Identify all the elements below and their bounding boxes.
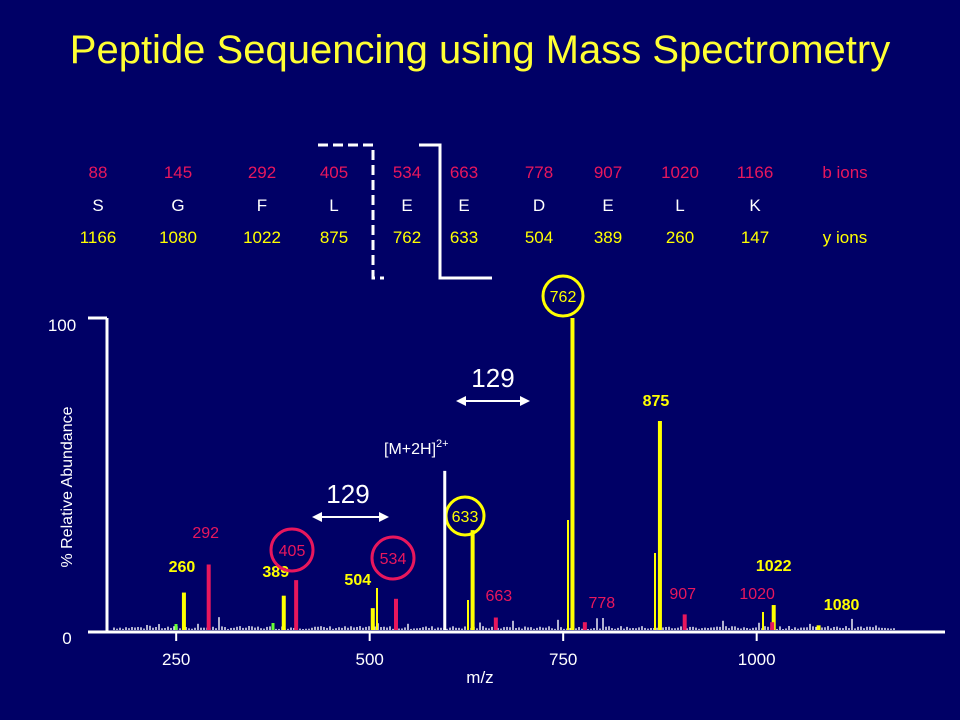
peak-label: 762 xyxy=(550,289,577,306)
mass-diff-arrow-2 xyxy=(456,396,530,406)
b-ion-value: 907 xyxy=(594,163,622,182)
y-ions-label: y ions xyxy=(823,228,867,247)
residue-letter: K xyxy=(749,196,761,215)
residue-letter: E xyxy=(458,196,469,215)
y-ion-value: 875 xyxy=(320,228,348,247)
residue-letter: D xyxy=(533,196,545,215)
peak-label: 405 xyxy=(279,543,306,560)
cleavage-bracket-dashed xyxy=(318,143,384,280)
residue-letter: L xyxy=(329,196,338,215)
peak-label: 778 xyxy=(589,595,616,612)
peak-label: 1020 xyxy=(739,586,775,603)
residue-letter: S xyxy=(92,196,103,215)
y-ion-value: 147 xyxy=(741,228,769,247)
y-tick-label-100: 100 xyxy=(48,316,76,335)
y-ion-value: 1022 xyxy=(243,228,281,247)
y-ion-value: 1080 xyxy=(159,228,197,247)
y-axis-label: % Relative Abundance xyxy=(59,406,76,567)
residue-letter: E xyxy=(401,196,412,215)
b-ion-value: 405 xyxy=(320,163,348,182)
peak-highlight-circle xyxy=(541,274,585,318)
b-ion-value: 292 xyxy=(248,163,276,182)
sequence-table: 88 145 292 405 534 663 778 907 1020 1166 S G F L E E D E L… xyxy=(80,163,868,247)
b-ion-value: 663 xyxy=(450,163,478,182)
y-ion-value: 260 xyxy=(666,228,694,247)
b-ion-value: 1020 xyxy=(661,163,699,182)
peak-label: 534 xyxy=(380,551,407,568)
y-ion-value: 633 xyxy=(450,228,478,247)
precursor-charge: 2+ xyxy=(436,438,449,450)
mass-diff-label-2: 129 xyxy=(471,363,514,393)
x-tick-label: 1000 xyxy=(738,650,776,669)
peak-label: 292 xyxy=(192,525,219,542)
mass-diff-label-1: 129 xyxy=(326,479,369,509)
slide-title: Peptide Sequencing using Mass Spectromet… xyxy=(69,28,891,72)
residue-letter: L xyxy=(675,196,684,215)
b-ions-label: b ions xyxy=(822,163,867,182)
residue-letter: F xyxy=(257,196,267,215)
peak-highlight-circle xyxy=(269,527,315,573)
residue-letter: G xyxy=(171,196,184,215)
cleavage-bracket-solid xyxy=(419,143,492,280)
peak-label: 663 xyxy=(485,588,512,605)
b-ion-value: 534 xyxy=(393,163,421,182)
precursor-text: [M+2H] xyxy=(384,441,436,458)
residue-letter: E xyxy=(602,196,613,215)
precursor-label: [M+2H]2+ xyxy=(384,438,449,458)
peak-label: 1022 xyxy=(756,558,792,575)
peak-label: 875 xyxy=(643,393,670,410)
y-ion-value: 504 xyxy=(525,228,553,247)
b-ion-value: 88 xyxy=(89,163,108,182)
x-tick-label: 750 xyxy=(549,650,577,669)
y-ion-value: 762 xyxy=(393,228,421,247)
x-tick-label: 500 xyxy=(355,650,383,669)
x-ticks: 250 500 750 1000 xyxy=(162,632,776,669)
peak-label: 1080 xyxy=(824,597,860,614)
y-ion-value: 389 xyxy=(594,228,622,247)
b-ion-value: 1166 xyxy=(737,163,774,182)
peak-label: 907 xyxy=(669,586,696,603)
y-ion-value: 1166 xyxy=(80,228,117,247)
peak-highlight-circle xyxy=(370,535,416,581)
b-ion-value: 778 xyxy=(525,163,553,182)
peak-label: 633 xyxy=(452,509,479,526)
noise-peaks xyxy=(113,617,895,630)
x-axis-label: m/z xyxy=(466,668,493,687)
y-tick-label-0: 0 xyxy=(62,629,71,648)
mass-diff-arrow-1 xyxy=(312,512,389,522)
peaks: 260 389 504 633 762 875 1022 1080 292 405 534 663 77… xyxy=(169,274,860,630)
peak-label: 504 xyxy=(344,572,371,589)
peak-label: 260 xyxy=(169,559,196,576)
b-ion-value: 145 xyxy=(164,163,192,182)
peak-label: 389 xyxy=(262,564,289,581)
x-tick-label: 250 xyxy=(162,650,190,669)
